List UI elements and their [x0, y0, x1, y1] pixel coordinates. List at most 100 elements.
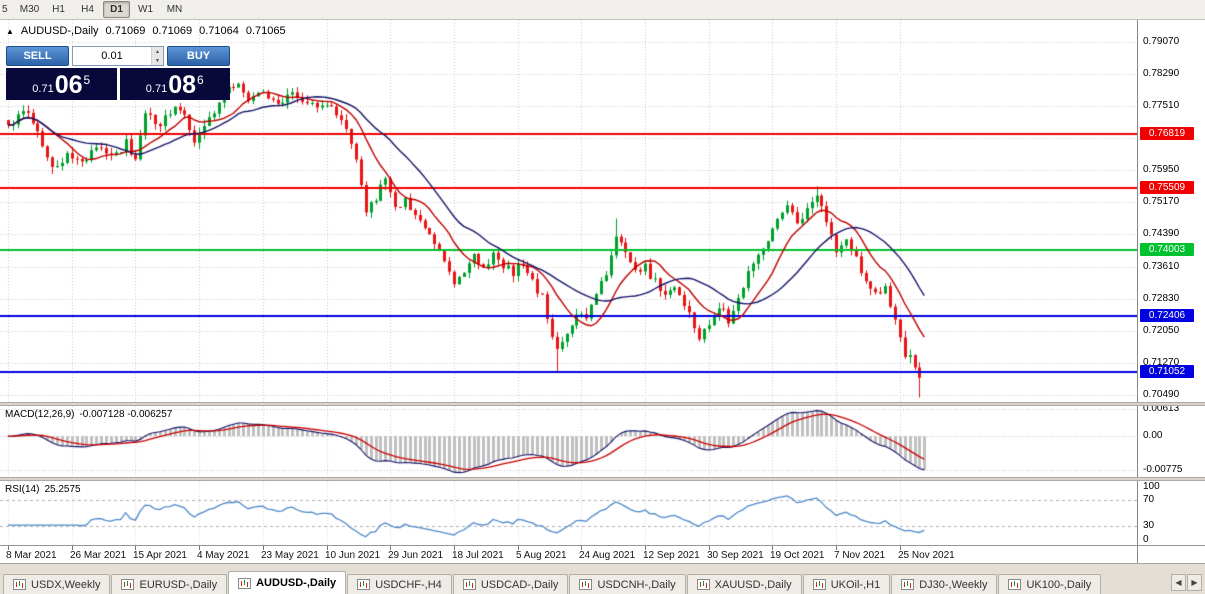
timeframe-button-d1[interactable]: D1 — [103, 1, 130, 18]
chart-tab-eurusd-daily[interactable]: EURUSD-,Daily — [111, 574, 228, 594]
chart-tab-usdchf-h4[interactable]: USDCHF-,H4 — [347, 574, 452, 594]
time-tick — [327, 546, 328, 550]
time-tick — [836, 546, 837, 550]
price-axis[interactable]: 0.79070 0.78290 0.77510 0.75950 0.75170 0.743… — [1137, 20, 1205, 563]
volume-input-group: ▲ ▼ — [72, 46, 164, 66]
tab-scroll-left-button[interactable]: ◀ — [1171, 574, 1186, 591]
chart-icon — [238, 577, 252, 589]
time-tick-label: 12 Sep 2021 — [643, 550, 700, 561]
ask-pip-digit: 6 — [197, 73, 204, 87]
time-tick — [645, 546, 646, 550]
quote-close: 0.71065 — [245, 25, 286, 37]
time-tick — [72, 546, 73, 550]
time-tick — [390, 546, 391, 550]
panel-splitter[interactable] — [0, 477, 1205, 481]
price-tick-label: 0.71270 — [1143, 357, 1180, 368]
price-tick-label: 0.77510 — [1143, 100, 1180, 111]
chart-tab-ukoil-h1[interactable]: UKOil-,H1 — [802, 574, 891, 594]
chart-icon — [579, 579, 593, 590]
chart-tab-label: AUDUSD-,Daily — [256, 577, 337, 589]
chart-icon — [121, 579, 135, 590]
time-axis[interactable]: 8 Mar 2021 26 Mar 2021 15 Apr 2021 4 May 20… — [0, 546, 1137, 563]
timeframe-toolbar: 5 M30 H1 H4 D1 W1 MN — [0, 0, 1205, 20]
chart-icon — [812, 579, 826, 590]
bid-pip-digit: 5 — [83, 73, 91, 87]
chart-tab-audusd-daily[interactable]: AUDUSD-,Daily — [228, 571, 347, 594]
time-tick — [772, 546, 773, 550]
timeframe-button-h1[interactable]: H1 — [52, 4, 65, 15]
timeframe-button-mn[interactable]: MN — [166, 4, 183, 15]
time-tick-label: 18 Jul 2021 — [452, 550, 504, 561]
chart-tab-label: XAUUSD-,Daily — [714, 578, 792, 591]
chart-tab-usdx-weekly[interactable]: USDX,Weekly — [3, 574, 111, 594]
chart-icon — [1008, 579, 1022, 590]
chart-icon — [13, 579, 26, 590]
chart-tab-dj30-weekly[interactable]: DJ30-,Weekly — [891, 574, 998, 594]
buy-button[interactable]: BUY — [167, 46, 230, 66]
macd-panel-canvas[interactable] — [0, 406, 1137, 477]
volume-input[interactable] — [73, 47, 151, 65]
hline-price-badge: 0.75509 — [1140, 181, 1194, 194]
time-tick — [454, 546, 455, 550]
macd-axis-label: 0.00 — [1143, 430, 1163, 441]
time-tick-label: 4 May 2021 — [197, 550, 250, 561]
rsi-panel-canvas[interactable] — [0, 481, 1137, 545]
chart-tab-label: USDCNH-,Daily — [597, 578, 676, 591]
timeframe-button-m30[interactable]: M30 — [19, 4, 40, 15]
hline-price-badge: 0.71052 — [1140, 365, 1194, 378]
time-tick-label: 29 Jun 2021 — [388, 550, 444, 561]
time-tick-label: 7 Nov 2021 — [834, 550, 886, 561]
symbol-header: ▲ AUDUSD-,Daily 0.71069 0.71069 0.71064 … — [6, 25, 286, 37]
timeframe-button-5[interactable]: 5 — [2, 4, 8, 15]
time-tick — [199, 546, 200, 550]
chart-icon — [901, 579, 915, 590]
ask-big-digits: 08 — [168, 71, 197, 99]
bid-price-display[interactable]: 0.71 06 5 — [6, 68, 117, 100]
timeframe-button-w1[interactable]: W1 — [138, 4, 153, 15]
chart-tab-usdcad-daily[interactable]: USDCAD-,Daily — [452, 574, 569, 594]
time-tick — [263, 546, 264, 550]
time-tick-label: 24 Aug 2021 — [579, 550, 636, 561]
macd-label: MACD(12,26,9) -0.007128 -0.006257 — [5, 409, 172, 420]
bid-big-digits: 06 — [54, 71, 83, 99]
chart-icon — [696, 579, 710, 590]
price-tick-label: 0.75170 — [1143, 196, 1180, 207]
ask-price-display[interactable]: 0.71 08 6 — [119, 68, 230, 100]
macd-axis-label: 0.00613 — [1143, 403, 1180, 414]
chart-tab-bar: USDX,Weekly EURUSD-,Daily AUDUSD-,Daily USD… — [0, 563, 1205, 594]
rsi-indicator-name: RSI(14) — [5, 484, 40, 495]
quote-open: 0.71069 — [105, 25, 146, 37]
time-tick-label: 23 May 2021 — [261, 550, 319, 561]
volume-increase-button[interactable]: ▲ — [152, 47, 163, 56]
macd-axis-label: -0.00775 — [1143, 464, 1183, 475]
one-click-toggle-icon[interactable]: ▲ — [6, 26, 14, 36]
price-tick-label: 0.79070 — [1143, 36, 1180, 47]
volume-decrease-button[interactable]: ▼ — [152, 56, 163, 65]
chart-icon — [357, 579, 371, 590]
chart-tab-usdcnh-daily[interactable]: USDCNH-,Daily — [569, 574, 686, 594]
time-tick-label: 30 Sep 2021 — [707, 550, 764, 561]
chart-icon — [462, 579, 476, 590]
symbol-title: AUDUSD-,Daily — [20, 25, 99, 37]
time-tick-label: 8 Mar 2021 — [6, 550, 57, 561]
sell-button[interactable]: SELL — [6, 46, 69, 66]
ask-prefix: 0.71 — [145, 83, 168, 95]
timeframe-button-h4[interactable]: H4 — [81, 4, 94, 15]
time-tick-label: 15 Apr 2021 — [133, 550, 187, 561]
rsi-axis-label: 70 — [1143, 494, 1155, 505]
tab-scroll-right-button[interactable]: ▶ — [1187, 574, 1202, 591]
price-tick-label: 0.75950 — [1143, 164, 1180, 175]
rsi-axis-label: 100 — [1143, 481, 1160, 492]
rsi-value: 25.2575 — [44, 484, 81, 495]
price-tick-label: 0.73610 — [1143, 261, 1180, 272]
price-tick-label: 0.74390 — [1143, 228, 1180, 239]
price-tick-label: 0.72830 — [1143, 293, 1180, 304]
chart-tab-xauusd-daily[interactable]: XAUUSD-,Daily — [686, 574, 802, 594]
price-tick-label: 0.70490 — [1143, 389, 1180, 400]
hline-price-badge: 0.72406 — [1140, 309, 1194, 322]
time-tick — [8, 546, 9, 550]
panel-splitter[interactable] — [0, 402, 1205, 406]
quote-high: 0.71069 — [152, 25, 193, 37]
chart-tab-uk100-daily[interactable]: UK100-,Daily — [998, 574, 1102, 594]
